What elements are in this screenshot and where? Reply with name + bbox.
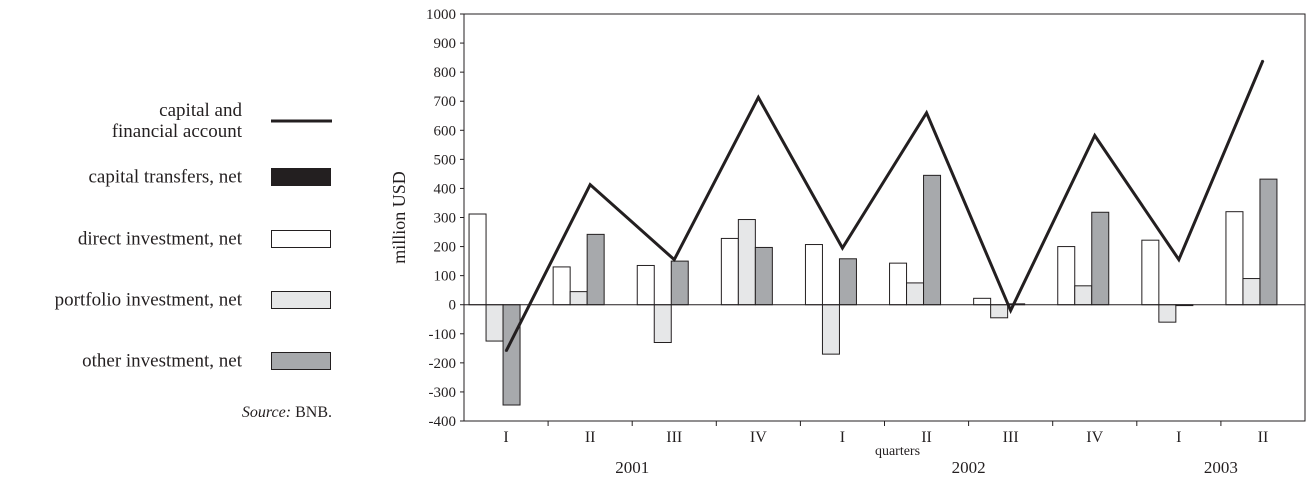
line-point	[757, 96, 760, 99]
x-tick-label: II	[585, 429, 596, 446]
line-point	[589, 183, 591, 186]
x-axis-title: quarters	[875, 444, 920, 459]
bar-direct-investment	[1225, 211, 1244, 306]
x-tick-label: III	[666, 429, 682, 446]
legend-item-portfolio-investment: portfolio investment, net	[0, 280, 340, 320]
bar-portfolio-investment	[1158, 304, 1177, 323]
y-tick-label: 500	[434, 152, 457, 168]
bar-other-investment	[1259, 178, 1278, 306]
line-point	[1009, 309, 1012, 312]
source-value: BNB.	[295, 404, 332, 421]
y-tick-label: 200	[434, 240, 457, 256]
bar-other-investment	[670, 260, 689, 306]
line-point	[925, 112, 928, 114]
line-point	[1093, 134, 1096, 137]
legend-label-capital-account: capital and financial account	[111, 100, 242, 142]
legend-item-other-investment: other investment, net	[0, 341, 340, 381]
bar-portfolio-investment	[821, 304, 840, 355]
bar-portfolio-investment	[990, 304, 1009, 319]
axes-layer	[460, 13, 1306, 426]
bar-portfolio-investment	[653, 304, 672, 344]
bar-direct-investment	[804, 244, 823, 306]
line-point	[673, 258, 676, 261]
x-tick-label: II	[1258, 429, 1269, 446]
y-tick-label: 0	[449, 298, 457, 314]
bar-other-investment	[838, 258, 857, 306]
bar-direct-investment	[1141, 239, 1160, 306]
y-tick-label: 1000	[426, 7, 456, 23]
bar-other-investment	[923, 174, 942, 306]
bar-direct-investment	[889, 262, 908, 306]
y-tick-label: 400	[434, 181, 457, 197]
bar-portfolio-investment	[569, 291, 588, 306]
bar-other-investment	[502, 304, 521, 406]
line-point	[1262, 59, 1264, 62]
bar-direct-investment	[468, 213, 487, 306]
legend-item-capital-transfers: capital transfers, net	[0, 157, 340, 197]
bar-portfolio-investment	[1242, 278, 1261, 306]
x-tick-label: IV	[1086, 429, 1103, 446]
x-tick-label: I	[1176, 429, 1181, 446]
x-tick-label: III	[1003, 429, 1019, 446]
legend-swatch-direct-investment	[271, 230, 331, 248]
bar-direct-investment	[552, 266, 571, 306]
line-point	[1178, 258, 1180, 261]
labels-layer: 10009008007006005004003002001000-100-200…	[389, 7, 1268, 477]
bar-portfolio-investment	[737, 219, 756, 306]
bar-direct-investment	[1057, 246, 1076, 306]
legend-item-direct-investment: direct investment, net	[0, 219, 340, 259]
bar-portfolio-investment	[906, 282, 925, 306]
source-note: Source: BNB.	[242, 404, 332, 422]
legend-line-capital-account	[271, 119, 332, 123]
y-tick-label: 700	[434, 94, 457, 110]
bar-other-investment	[586, 233, 605, 306]
legend-label-capital-transfers: capital transfers, net	[88, 166, 242, 188]
legend-swatch-capital-transfers	[271, 168, 331, 186]
line-capital-and-financial-account	[504, 59, 1265, 352]
y-tick-label: 900	[434, 36, 457, 52]
y-tick-label: -100	[429, 327, 457, 343]
y-tick-label: 100	[434, 269, 457, 285]
year-label: 2003	[1204, 458, 1238, 477]
source-prefix: Source:	[241, 404, 292, 421]
line-point	[841, 247, 844, 249]
line-point	[505, 350, 507, 353]
legend-label-portfolio-investment: portfolio investment, net	[54, 289, 242, 311]
y-tick-label: 800	[434, 65, 457, 81]
bar-portfolio-investment	[485, 304, 504, 342]
legend: capital and financial account capital tr…	[0, 0, 340, 479]
y-tick-label: -300	[429, 385, 457, 401]
year-label: 2001	[615, 458, 649, 477]
bar-other-investment	[1091, 211, 1110, 306]
bar-direct-investment	[720, 237, 739, 306]
bar-other-investment	[754, 246, 773, 306]
x-tick-label: II	[921, 429, 932, 446]
bar-direct-investment	[636, 264, 655, 306]
x-tick-label: IV	[750, 429, 767, 446]
y-tick-label: -400	[429, 414, 457, 430]
x-tick-label: I	[503, 429, 508, 446]
legend-swatch-other-investment	[271, 352, 331, 370]
bar-direct-investment	[973, 297, 992, 306]
y-tick-label: 300	[434, 211, 457, 227]
bars-layer	[468, 174, 1278, 406]
bar-portfolio-investment	[1074, 285, 1093, 306]
y-tick-label: -200	[429, 356, 457, 372]
legend-label-direct-investment: direct investment, net	[77, 228, 242, 250]
y-tick-label: 600	[434, 123, 457, 139]
year-label: 2002	[952, 458, 986, 477]
y-axis-title: million USD	[389, 171, 409, 264]
legend-item-capital-account: capital and financial account	[0, 100, 340, 142]
legend-label-other-investment: other investment, net	[82, 350, 242, 372]
line-layer	[504, 59, 1265, 353]
x-tick-label: I	[840, 429, 845, 446]
plot-frame	[463, 13, 1306, 422]
legend-swatch-portfolio-investment	[271, 291, 331, 309]
